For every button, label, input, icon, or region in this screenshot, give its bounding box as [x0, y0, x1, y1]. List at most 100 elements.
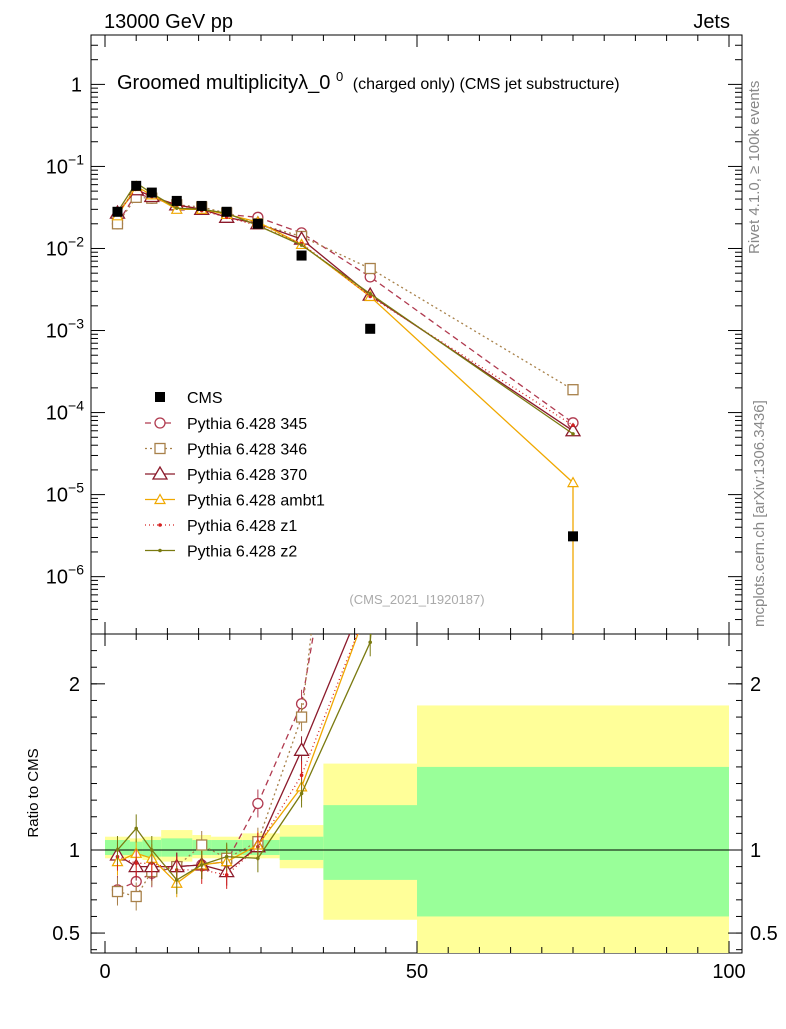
- ratio-series-clipped: [109, 634, 373, 911]
- ratio-y-tick-label: 0.5: [52, 923, 80, 945]
- series-point-p346: [567, 384, 579, 396]
- main-y-tick-label: 10−2: [46, 233, 84, 260]
- main-y-tick-label: 10−4: [46, 398, 84, 425]
- ratio-point-z2: [174, 878, 179, 882]
- series-point-z1: [368, 294, 373, 299]
- header-right: Jets: [693, 11, 730, 33]
- legend: CMS Pythia 6.428 345 Pythia 6.428 346 Pythi…: [145, 390, 325, 561]
- series-line-p346: [116, 196, 574, 391]
- cms-data-point: [221, 206, 232, 217]
- legend-marker-p346: [154, 442, 166, 455]
- ratio-line-z2: [117, 634, 372, 881]
- ratio-point-p345: [252, 797, 264, 810]
- ratio-point-z2: [199, 863, 204, 867]
- legend-marker-z1: [158, 523, 162, 527]
- ratio-band-stat: [279, 836, 324, 860]
- ratio-point-p346: [111, 885, 124, 898]
- ratio-point-p346: [130, 890, 142, 903]
- ratio-point-z2: [115, 848, 120, 852]
- main-y-tick-label: 10−1: [46, 151, 84, 178]
- ratio-point-z2: [256, 856, 260, 861]
- plot-title-small: (charged only) (CMS jet substructure): [353, 76, 620, 93]
- legend-cms-marker: [155, 392, 165, 402]
- legend-label-p346: Pythia 6.428 346: [187, 442, 307, 459]
- series-point-z2: [299, 243, 304, 247]
- series-point-z2: [174, 206, 179, 210]
- ratio-y-tick-label-right: 1: [750, 840, 761, 862]
- series-line-ambt1: [116, 185, 574, 484]
- main-y-axis: 1 10−1 10−2 10−3 10−4 10−5 10−6: [46, 34, 742, 635]
- series-line-z2: [116, 181, 574, 435]
- ratio-y-tick-label: 2: [69, 674, 80, 696]
- ratio-point-z2: [299, 791, 304, 796]
- header-left: 13000 GeV pp: [104, 11, 233, 33]
- ratio-line-p346: [117, 634, 312, 898]
- ratio-bands: [91, 705, 742, 953]
- legend-marker-ambt1: [153, 493, 167, 505]
- legend-marker-p345: [154, 417, 166, 429]
- series-point-z2: [368, 292, 373, 296]
- ratio-point-z2: [150, 848, 154, 852]
- series-line-p370: [116, 188, 574, 432]
- ratio-point-z1: [134, 861, 138, 866]
- series-line-z1: [116, 188, 574, 426]
- plot-title-sup: 0: [336, 69, 343, 84]
- cms-data-point: [296, 250, 307, 261]
- legend-label-z2: Pythia 6.428 z2: [187, 544, 297, 561]
- ratio-band-stat: [323, 805, 417, 880]
- ratio-y-tick-label: 1: [69, 840, 80, 862]
- ratio-point-z2: [368, 640, 373, 645]
- cms-data-point: [112, 206, 123, 217]
- series-point-ambt1: [566, 476, 580, 488]
- ratio-line-p370: [117, 634, 351, 873]
- cms-data-point: [568, 531, 578, 542]
- ratio-point-z2: [224, 854, 229, 859]
- mcplots-label: mcplots.cern.ch [arXiv:1306.3436]: [751, 400, 768, 627]
- series-point-p370: [564, 422, 582, 437]
- ratio-x-tick-label: 100: [712, 961, 745, 983]
- ratio-series-group: [109, 634, 373, 911]
- ratio-line-ambt1: [117, 634, 359, 885]
- legend-marker-p370: [151, 465, 169, 480]
- ratio-axes: 0.5 0.5 1 1 2 2 0 50 100: [52, 634, 778, 983]
- main-y-tick-label: 10−6: [46, 562, 84, 589]
- legend-label-ambt1: Pythia 6.428 ambt1: [187, 493, 325, 510]
- series-point-z2: [571, 432, 575, 436]
- series-line-p345: [116, 192, 574, 424]
- cms-data-point: [252, 218, 263, 229]
- cms-data-point: [365, 323, 376, 334]
- legend-label-z1: Pythia 6.428 z1: [187, 518, 297, 535]
- ratio-x-tick-label: 0: [99, 961, 110, 983]
- main-series-group: [109, 180, 582, 634]
- ratio-point-z1: [224, 873, 229, 877]
- cms-data-point: [171, 195, 182, 206]
- legend-marker-z2: [158, 548, 162, 553]
- plot-title: Groomed multiplicityλ_0 0 (charged only)…: [117, 64, 620, 94]
- analysis-watermark: (CMS_2021_I1920187): [349, 592, 484, 607]
- legend-label-p345: Pythia 6.428 345: [187, 416, 307, 433]
- ratio-point-z1: [299, 773, 304, 778]
- cms-data-point: [196, 200, 207, 211]
- main-y-tick-label: 10−5: [46, 480, 84, 507]
- ratio-band-stat: [161, 838, 193, 857]
- main-y-tick-label: 10−3: [46, 316, 84, 343]
- series-point-z1: [571, 423, 575, 428]
- ratio-point-p370: [293, 742, 310, 756]
- ratio-band-stat: [417, 766, 729, 917]
- ratio-y-tick-label-right: 2: [750, 674, 761, 696]
- legend-cms-label: CMS: [187, 390, 223, 407]
- legend-label-p370: Pythia 6.428 370: [187, 467, 307, 484]
- cms-data-point: [131, 180, 142, 191]
- series-point-p346: [364, 262, 376, 275]
- ratio-ylabel: Ratio to CMS: [25, 748, 42, 837]
- rivet-label: Rivet 4.1.0, ≥ 100k events: [746, 81, 763, 254]
- cms-data-point: [146, 187, 157, 198]
- ratio-point-p346: [196, 839, 208, 851]
- main-y-tick-label: 1: [71, 74, 82, 96]
- ratio-y-tick-label-right: 0.5: [750, 923, 778, 945]
- plot-title-main: Groomed multiplicityλ_0: [117, 72, 330, 94]
- ratio-point-p346: [295, 711, 308, 723]
- ratio-x-tick-label: 50: [406, 961, 428, 983]
